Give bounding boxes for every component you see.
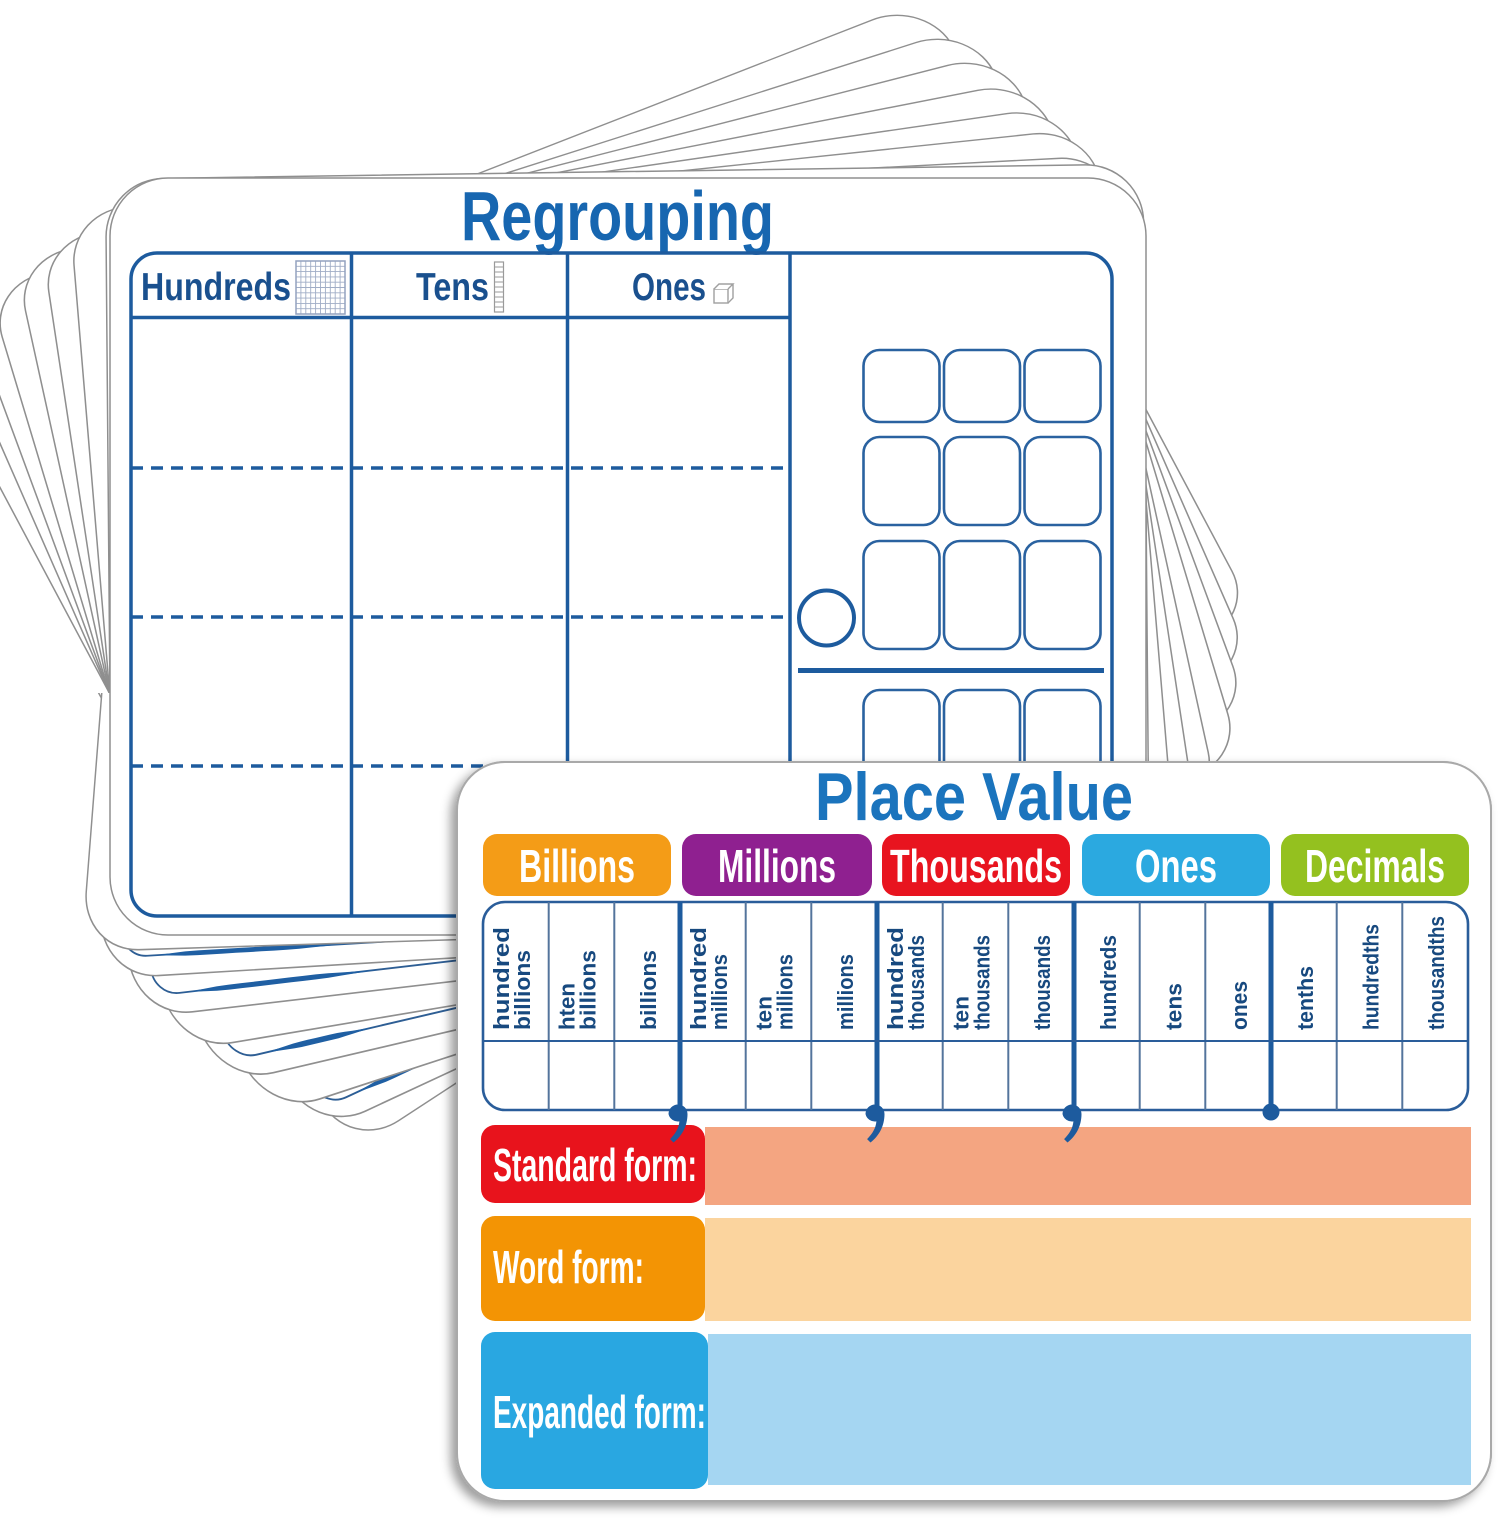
svg-text:Ones: Ones: [1135, 840, 1217, 892]
svg-text:billions: billions: [510, 950, 535, 1030]
svg-text:Thousands: Thousands: [890, 840, 1062, 892]
svg-text:Decimals: Decimals: [1305, 840, 1445, 892]
svg-text:thousandths: thousandths: [1424, 916, 1449, 1030]
svg-text:Expanded form:: Expanded form:: [493, 1386, 706, 1438]
svg-text:hundreds: hundreds: [1096, 935, 1121, 1030]
svg-text:Standard form:: Standard form:: [493, 1139, 697, 1191]
svg-text:hundred: hundred: [883, 927, 908, 1030]
svg-text:hundred: hundred: [489, 927, 514, 1030]
svg-text:thousands: thousands: [904, 935, 929, 1030]
svg-text:millions: millions: [707, 954, 732, 1030]
svg-text:Place Value: Place Value: [815, 759, 1133, 835]
svg-text:billions: billions: [636, 950, 661, 1030]
svg-text:millions: millions: [833, 954, 858, 1030]
svg-text:Hundreds: Hundreds: [141, 266, 291, 309]
svg-text:tens: tens: [1162, 983, 1187, 1030]
svg-text:Word form:: Word form:: [493, 1241, 644, 1293]
svg-text:Millions: Millions: [718, 840, 836, 892]
svg-text:Billions: Billions: [519, 840, 635, 892]
svg-text:hten: hten: [555, 983, 580, 1030]
svg-text:Regrouping: Regrouping: [461, 177, 774, 255]
svg-text:Ones: Ones: [632, 266, 706, 309]
svg-text:hundred: hundred: [686, 927, 711, 1030]
svg-text:ten: ten: [752, 996, 777, 1030]
svg-text:tenths: tenths: [1293, 966, 1318, 1030]
svg-text:hundredths: hundredths: [1359, 924, 1384, 1030]
svg-text:millions: millions: [773, 954, 798, 1030]
svg-text:Tens: Tens: [416, 266, 489, 309]
svg-text:billions: billions: [576, 950, 601, 1030]
svg-text:ones: ones: [1227, 981, 1252, 1030]
svg-text:thousands: thousands: [970, 935, 995, 1030]
svg-text:ten: ten: [949, 996, 974, 1030]
svg-text:thousands: thousands: [1030, 935, 1055, 1030]
